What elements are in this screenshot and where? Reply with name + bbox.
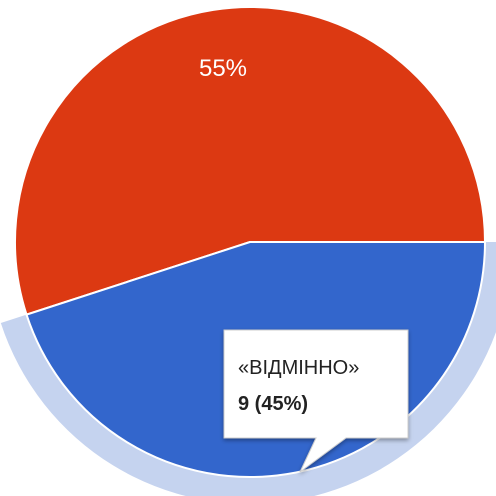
tooltip-box [223,329,409,473]
tooltip-value: 9 (45%) [238,393,308,415]
slice-percent-label: 55% [199,55,247,82]
tooltip [223,329,409,473]
tooltip-title: «ВІДМІННО» [238,357,359,379]
pie-slice-0[interactable] [14,6,487,316]
